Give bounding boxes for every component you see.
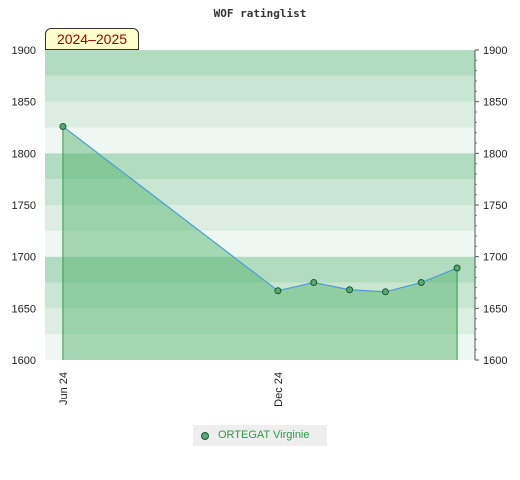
legend[interactable]: ORTEGAT Virginie xyxy=(193,425,327,446)
y-tick-label-right: 1750 xyxy=(483,200,507,212)
grid-band xyxy=(45,75,475,102)
data-point xyxy=(59,122,67,130)
data-point xyxy=(310,279,318,286)
data-point xyxy=(453,264,461,272)
grid-band xyxy=(45,127,475,154)
data-point xyxy=(274,287,282,295)
y-tick-label-left: 1700 xyxy=(12,252,36,264)
background-bands xyxy=(45,50,475,360)
series-markers xyxy=(59,122,461,296)
grid-band xyxy=(45,256,475,283)
legend-marker-icon xyxy=(201,432,209,440)
x-tick-label: Dec 24 xyxy=(273,372,285,407)
grid-band xyxy=(45,179,475,205)
grid-band xyxy=(45,50,475,76)
grid-band xyxy=(45,101,475,128)
y-axis-left: 1600 1650 1700 1750 1800 1850 1900 xyxy=(12,45,36,367)
y-tick-label-left: 1750 xyxy=(12,200,36,212)
y-tick-label-left: 1650 xyxy=(12,303,36,315)
grid-band xyxy=(45,205,475,231)
y-tick-label-right: 1650 xyxy=(483,303,507,315)
y-tick-label-right: 1850 xyxy=(483,97,507,109)
y-axis-right: 1600 1650 1700 1750 1800 1850 1900 xyxy=(474,45,507,367)
grid-band xyxy=(45,153,475,180)
data-point xyxy=(417,279,425,286)
y-tick-label-right: 1700 xyxy=(483,252,507,264)
data-point xyxy=(346,286,354,294)
x-tick-label: Jun 24 xyxy=(58,372,70,405)
grid-band xyxy=(45,334,475,360)
data-point xyxy=(381,288,389,296)
y-tick-label-left: 1800 xyxy=(12,148,36,160)
grid-band xyxy=(45,230,475,257)
season-label: 2024–2025 xyxy=(56,31,128,47)
y-tick-label-left: 1900 xyxy=(12,45,36,57)
chart-title: WOF ratinglist xyxy=(214,7,307,20)
season-tab[interactable]: 2024–2025 xyxy=(45,28,139,50)
legend-label: ORTEGAT Virginie xyxy=(218,429,310,441)
y-tick-label-right: 1900 xyxy=(483,45,507,57)
y-tick-label-left: 1850 xyxy=(12,97,36,109)
x-axis: Jun 24 Dec 24 xyxy=(58,372,285,407)
grid-band xyxy=(45,308,475,335)
y-tick-label-right: 1600 xyxy=(483,355,507,367)
y-tick-label-left: 1600 xyxy=(12,355,36,367)
series-area xyxy=(62,126,458,360)
area-fill xyxy=(62,126,458,360)
y-tick-label-right: 1800 xyxy=(483,148,507,160)
